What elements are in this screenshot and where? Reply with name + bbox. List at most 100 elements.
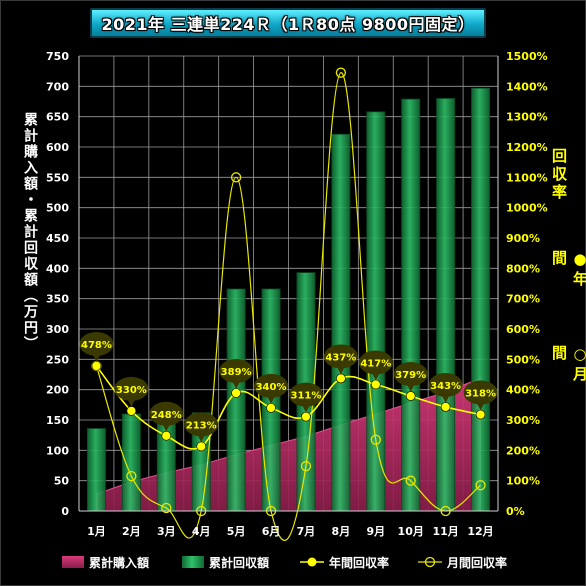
return-bar: [471, 87, 491, 512]
annual-rate-marker: [91, 361, 102, 371]
right-tick-label: 0%: [506, 505, 525, 518]
left-tick-label: 600: [46, 141, 69, 154]
left-tick-label: 550: [46, 171, 69, 184]
legend-label-annual: 年間回収率: [329, 555, 389, 570]
chart-title-box: 2021年 三連単224Ｒ（1Ｒ80点 9800円固定）: [90, 8, 486, 38]
return-bar: [366, 111, 386, 512]
annual-rate-marker: [196, 441, 207, 452]
x-tick-label: 9月: [366, 525, 385, 538]
rate-data-label: 437%: [325, 352, 356, 363]
rate-data-label: 318%: [465, 389, 496, 400]
x-tick-label: 1月: [87, 525, 106, 538]
x-tick-label: 12月: [467, 525, 493, 538]
legend-label-return: 累計回収額: [209, 555, 269, 570]
legend-label-monthly: 月間回収率: [446, 555, 507, 570]
monthly-rate-marker: [126, 470, 137, 482]
right-tick-label: 900%: [506, 232, 540, 245]
left-tick-label: 450: [46, 232, 69, 245]
return-bar: [436, 98, 456, 512]
x-tick-label: 5月: [227, 525, 246, 538]
rate-bubble: [323, 344, 358, 369]
return-bar: [121, 413, 141, 512]
left-axis-label: 累計購入額・累計回収額（万円）: [22, 112, 38, 352]
legend-label-purchase: 累計購入額: [89, 555, 149, 570]
x-tick-label: 10月: [398, 525, 424, 538]
rate-bubble: [358, 350, 393, 375]
left-tick-label: 200: [46, 384, 69, 397]
left-tick-label: 500: [46, 202, 69, 215]
monthly-rate-marker: [370, 434, 381, 445]
annual-rate-marker: [231, 388, 241, 398]
return-bar: [331, 133, 351, 512]
right-tick-label: 100%: [506, 475, 540, 488]
left-tick-label: 650: [46, 111, 69, 124]
annual-rate-marker: [440, 402, 451, 412]
rate-bubble: [463, 380, 498, 405]
rate-data-label: 340%: [256, 382, 287, 393]
rate-data-label: 389%: [221, 367, 252, 378]
right-tick-label: 800%: [506, 262, 540, 275]
right-axis-label-monthly: ○月間: [550, 345, 586, 384]
right-tick-label: 1100%: [506, 171, 548, 184]
rate-data-label: 213%: [186, 420, 217, 431]
rate-bubble: [219, 359, 254, 384]
right-tick-label: 500%: [506, 353, 540, 366]
left-tick-label: 250: [46, 353, 69, 366]
x-tick-label: 3月: [157, 525, 176, 538]
rate-data-label: 343%: [430, 381, 461, 392]
monthly-rate-marker: [405, 475, 416, 486]
chart-title: 2021年 三連単224Ｒ（1Ｒ80点 9800円固定）: [101, 15, 475, 34]
rate-bubble: [428, 372, 463, 397]
left-tick-label: 300: [46, 323, 69, 336]
right-tick-label: 1300%: [506, 111, 548, 124]
rate-data-label: 379%: [395, 370, 426, 381]
monthly-rate-line: [95, 72, 481, 542]
left-tick-label: 400: [46, 262, 69, 275]
legend-swatch-return: [182, 556, 204, 568]
left-tick-label: 100: [46, 444, 69, 457]
monthly-rate-marker: [335, 67, 347, 78]
right-tick-label: 300%: [506, 414, 540, 427]
legend-marker-annual: [307, 557, 317, 567]
left-tick-label: 350: [46, 293, 69, 306]
monthly-rate-marker: [161, 502, 172, 514]
x-tick-label: 2月: [122, 525, 141, 538]
annual-rate-marker: [126, 406, 137, 416]
monthly-rate-marker: [300, 460, 312, 472]
annual-rate-marker: [336, 373, 346, 384]
right-tick-label: 1400%: [506, 80, 548, 93]
rate-data-label: 248%: [151, 410, 182, 421]
rate-bubble: [184, 412, 219, 437]
left-tick-label: 50: [54, 475, 70, 488]
rate-data-label: 330%: [116, 385, 147, 396]
rate-bubble: [254, 373, 289, 398]
rate-data-label: 478%: [81, 340, 112, 351]
annual-rate-marker: [266, 403, 276, 413]
annual-rate-marker: [370, 379, 381, 390]
rate-bubble: [149, 401, 184, 426]
annual-rate-marker: [475, 409, 486, 420]
x-tick-label: 8月: [332, 525, 351, 538]
left-tick-label: 150: [46, 414, 69, 427]
monthly-rate-marker: [230, 172, 242, 183]
left-tick-label: 750: [46, 50, 69, 63]
rate-bubble: [288, 382, 323, 407]
annual-rate-marker: [405, 391, 416, 401]
right-axis-label-annual: ●年間: [550, 250, 586, 289]
legend-marker-monthly: [424, 556, 436, 568]
right-tick-label: 200%: [506, 444, 540, 457]
right-tick-label: 600%: [506, 323, 540, 336]
x-tick-label: 4月: [192, 525, 211, 538]
x-tick-label: 11月: [432, 525, 458, 538]
annual-rate-marker: [301, 411, 311, 422]
rate-data-label: 417%: [360, 359, 391, 370]
legend-swatch-purchase: [62, 556, 84, 568]
right-tick-label: 700%: [506, 293, 540, 306]
right-tick-label: 1200%: [506, 141, 548, 154]
rate-bubble: [393, 362, 428, 387]
return-bar: [401, 98, 421, 512]
x-tick-label: 6月: [262, 525, 281, 538]
annual-rate-marker: [161, 430, 172, 441]
right-tick-label: 1500%: [506, 50, 548, 63]
